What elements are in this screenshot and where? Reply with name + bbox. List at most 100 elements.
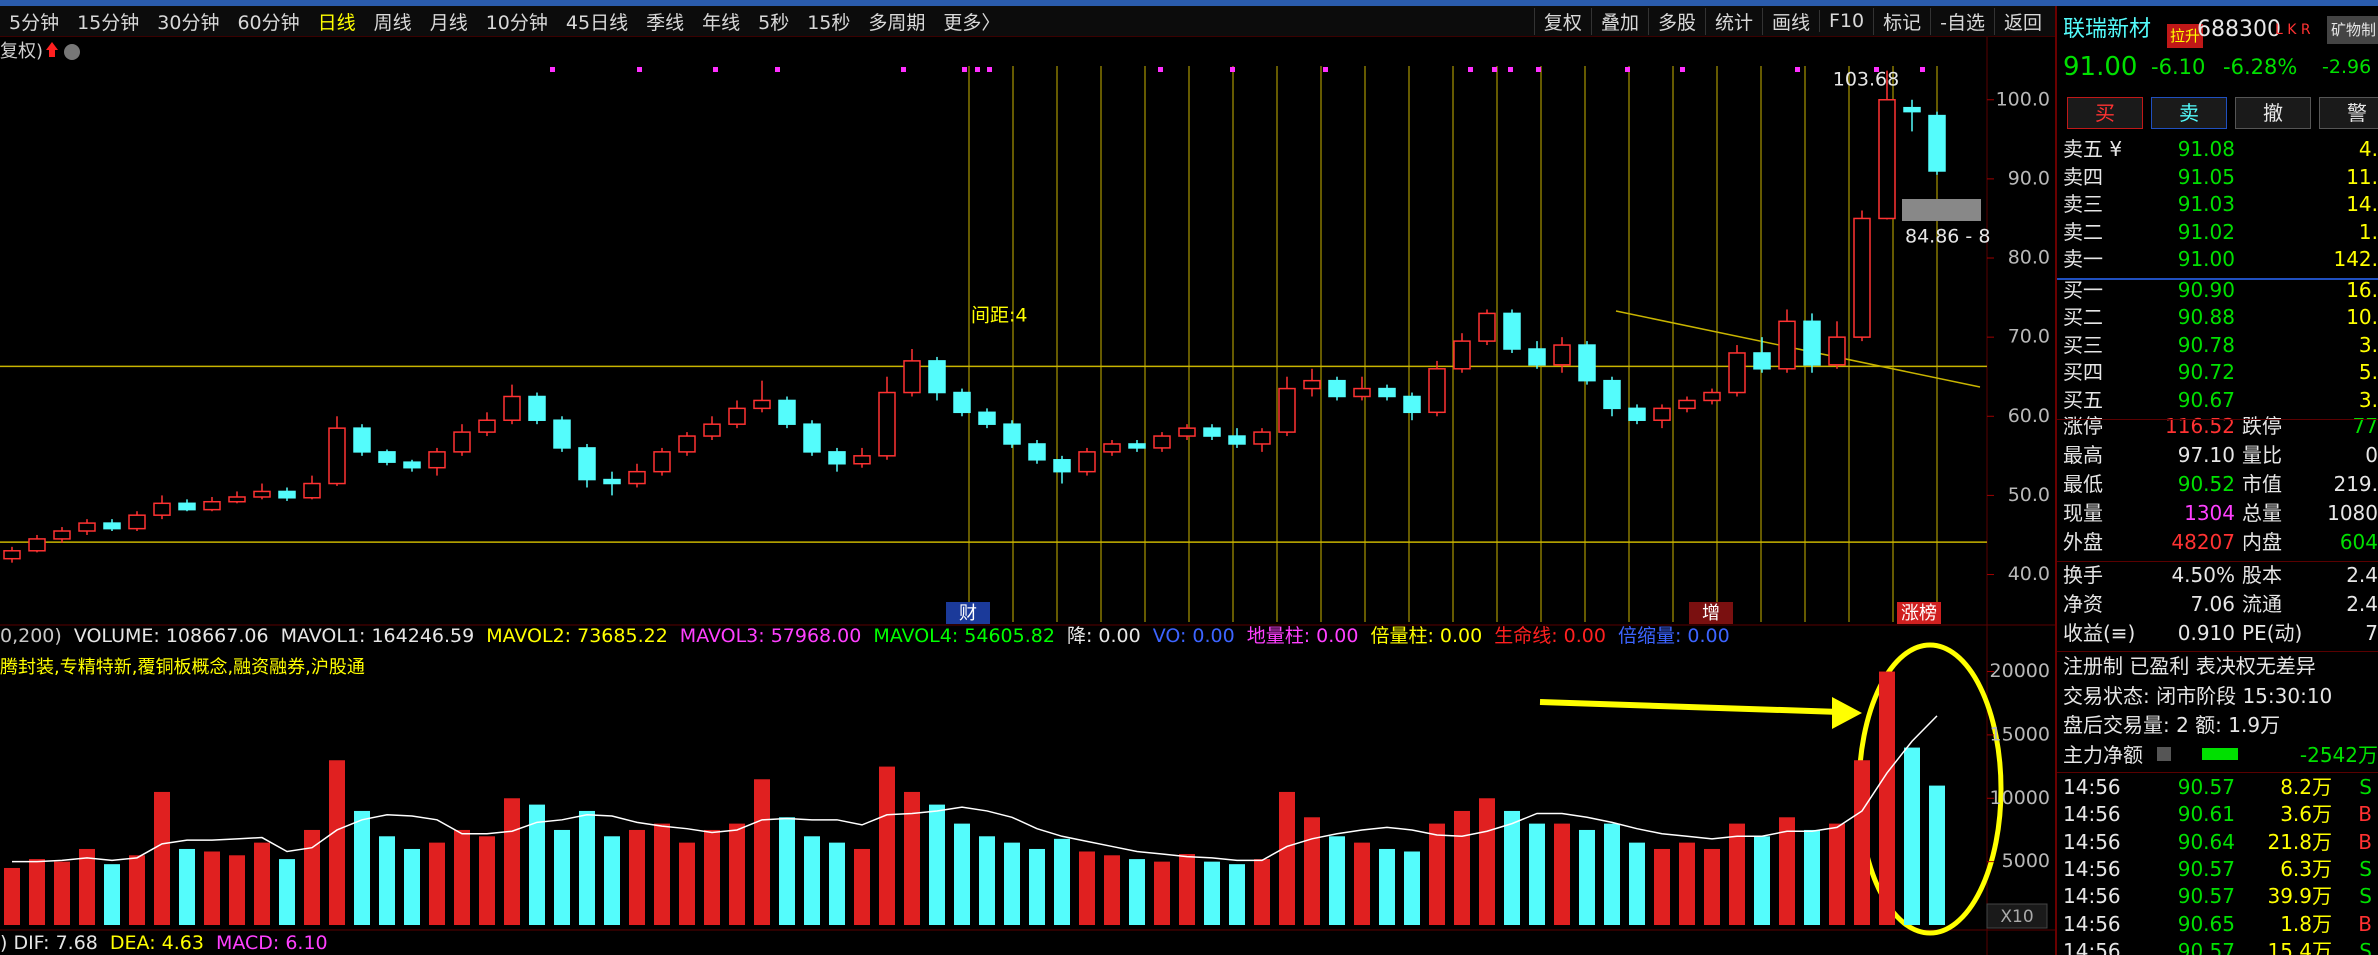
macd-line: ) DIF: 7.68 DEA: 4.63 MACD: 6.10 [0, 931, 340, 955]
sector-name: 矿物制 [2327, 16, 2378, 44]
period-tab[interactable]: 5秒 [758, 11, 790, 34]
tool-tab[interactable]: 复权 [1533, 7, 1591, 35]
stat-label: 现量 [2063, 501, 2103, 525]
period-tab[interactable]: 5分钟 [9, 11, 60, 34]
stat-value: 0.910 [2177, 621, 2235, 645]
volume-bar [1929, 785, 1945, 925]
title-strip [0, 0, 2378, 6]
volume-bar [1129, 859, 1145, 925]
info-line: 盘后交易量: 2 额: 1.9万 [2063, 713, 2281, 737]
indicator-value: 倍量柱: 0.00 [1370, 625, 1483, 647]
volume-bar [354, 810, 370, 925]
tool-tab[interactable]: 画线 [1761, 7, 1819, 35]
main-fund-label: 主力净额 [2063, 743, 2143, 767]
period-tab[interactable]: 年线 [702, 11, 741, 34]
candle-body [628, 470, 646, 485]
candle-body [828, 451, 846, 465]
stat-label: 最高 [2063, 443, 2103, 467]
candle-body [1328, 379, 1346, 398]
candle-body [3, 550, 21, 560]
trade-button[interactable]: 卖 [2151, 97, 2227, 129]
candle-body [1828, 336, 1846, 366]
stat-label: 净资 [2063, 592, 2103, 616]
trade-button[interactable]: 买 [2067, 97, 2143, 129]
signal-dot [1874, 67, 1879, 72]
period-tab[interactable]: 45日线 [565, 11, 629, 34]
trade-side: S [2359, 884, 2372, 909]
candle-body [228, 496, 246, 503]
volume-bar [1654, 848, 1670, 925]
candle-body [1153, 435, 1171, 449]
volume-bar [1354, 842, 1370, 925]
period-tab[interactable]: 月线 [429, 11, 468, 34]
signal-dot [1536, 67, 1541, 72]
tool-tab[interactable]: 叠加 [1590, 7, 1648, 35]
tool-tab[interactable]: 统计 [1704, 7, 1762, 35]
volume-bar [29, 859, 45, 925]
volume-bar [879, 766, 895, 925]
trade-side: S [2359, 856, 2372, 881]
candle-body [653, 451, 671, 473]
volume-bar [804, 836, 820, 925]
period-tab[interactable]: 15分钟 [77, 11, 140, 34]
stat-value: 1304 [2184, 501, 2235, 525]
candle-body [1278, 387, 1296, 433]
stat-value: 219. [2333, 472, 2378, 496]
trade-amount: 1.8万 [2280, 911, 2332, 936]
period-tab[interactable]: 10分钟 [485, 11, 548, 34]
period-tab[interactable]: 15秒 [807, 11, 851, 34]
book-label: 卖一 [2063, 247, 2103, 271]
volume-bar [129, 855, 145, 925]
period-tab[interactable]: 60分钟 [237, 11, 300, 34]
section-divider [2057, 561, 2378, 562]
period-tab[interactable]: 日线 [317, 11, 356, 34]
book-label: 买一 [2063, 277, 2103, 302]
candle-body [1803, 320, 1821, 366]
trade-amount: 15.4万 [2267, 938, 2332, 955]
menu-icon[interactable] [64, 44, 80, 60]
volume-bar [1679, 842, 1695, 925]
volume-bar [1104, 855, 1120, 925]
candle-body [1553, 344, 1571, 366]
period-tab[interactable]: 季线 [646, 11, 685, 34]
fund-bar [2202, 748, 2238, 760]
tool-tab[interactable]: F10 [1819, 10, 1873, 32]
candle-body [1428, 368, 1446, 414]
candle-body [253, 490, 271, 498]
volume-bar [1079, 851, 1095, 925]
signal-dot [1323, 67, 1328, 72]
stat-value: 4.50% [2171, 563, 2235, 587]
stat-label: 跌停 [2242, 414, 2282, 438]
trade-time: 14:56 [2063, 802, 2121, 827]
y-tick-label: 70.0 [2008, 326, 2050, 348]
marker-bg [1897, 602, 1941, 624]
volume-bar [204, 851, 220, 925]
tool-tab[interactable]: 标记 [1873, 7, 1930, 35]
period-tab[interactable]: 周线 [373, 11, 412, 34]
book-price: 91.05 [2177, 164, 2235, 189]
trade-button[interactable]: 撤 [2235, 97, 2311, 129]
y-tick-label: 80.0 [2008, 247, 2050, 269]
period-tab[interactable]: 30分钟 [157, 11, 220, 34]
book-volume: 3. [2358, 387, 2378, 412]
period-tabs: 5分钟 15分钟 30分钟 60分钟 日线 周线 月线 10分钟 45日线 季线 年线 5秒 15秒 多周… [0, 8, 1009, 35]
candle-body [78, 522, 96, 532]
tool-tab[interactable]: -自选 [1930, 7, 1994, 35]
stat-label: 涨停 [2063, 414, 2103, 438]
trade-side: B [2358, 911, 2372, 936]
y-tick-label: 40.0 [2008, 563, 2050, 585]
tool-tab[interactable]: 返回 [1993, 7, 2051, 35]
trade-button[interactable]: 警 [2319, 97, 2378, 129]
volume-bar [1404, 851, 1420, 925]
low-label: 84.86 - 8 [1905, 226, 1990, 248]
volume-bar [479, 836, 495, 925]
trade-side: S [2359, 775, 2372, 799]
indicator-value: MAVOL4: 54605.82 [873, 625, 1055, 647]
tool-tab[interactable]: 多股 [1647, 7, 1705, 35]
period-tab[interactable]: 多周期 [868, 11, 926, 34]
fund-icon [2157, 747, 2171, 761]
volume-bar [4, 867, 20, 925]
period-tab[interactable]: 更多〉 [943, 11, 1001, 34]
stat-value: 77 [2352, 414, 2378, 438]
volume-bar [104, 864, 120, 925]
